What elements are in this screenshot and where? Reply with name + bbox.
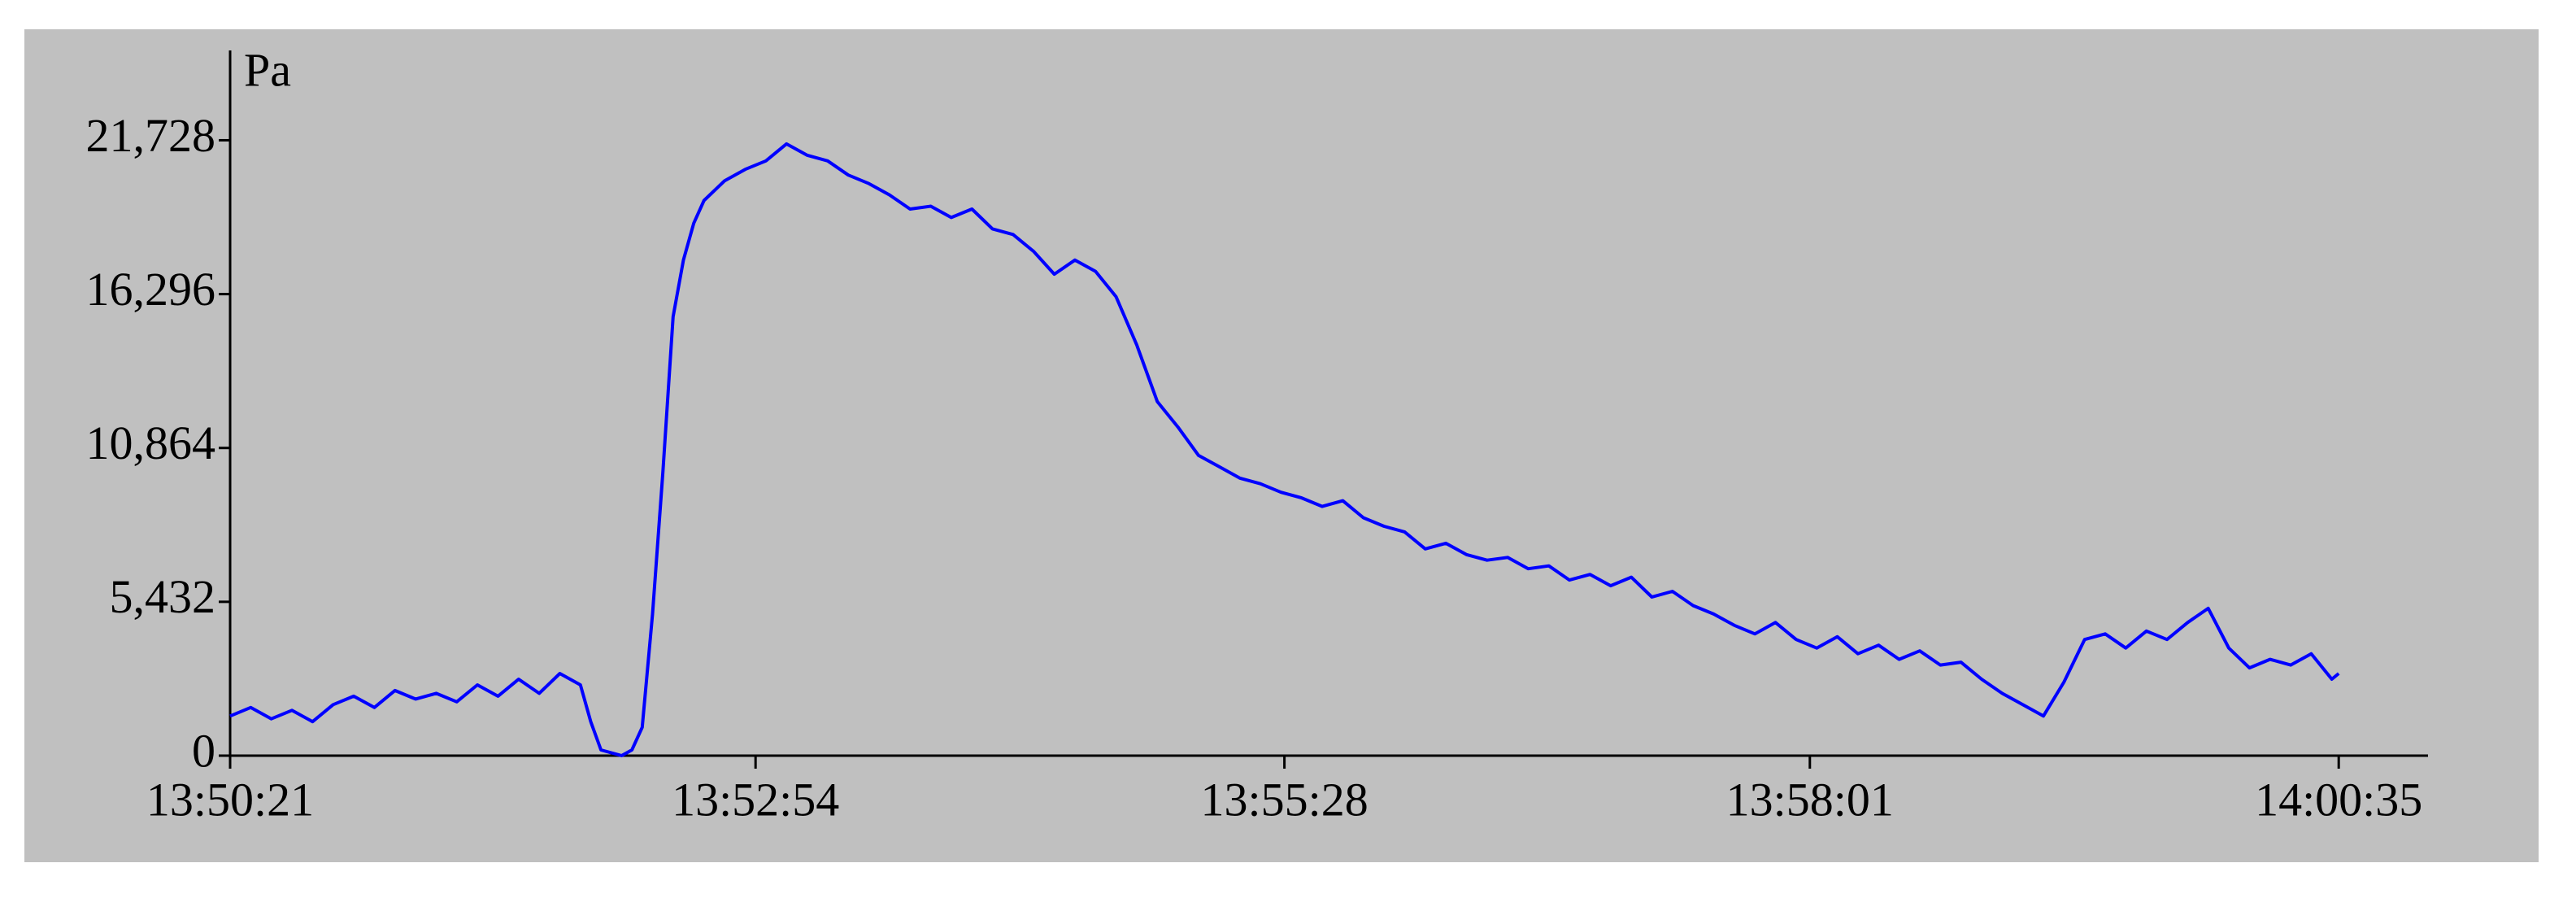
chart-background [24, 29, 2539, 862]
x-tick-label: 13:58:01 [1726, 773, 1894, 826]
y-tick-label: 5,432 [110, 570, 216, 623]
data-line [229, 142, 2340, 757]
y-tick-label: 0 [192, 724, 215, 777]
x-tick-label: 13:52:54 [672, 773, 839, 826]
y-tick-label: 10,864 [86, 416, 216, 469]
x-tick-label: 14:00:35 [2255, 773, 2422, 826]
x-tick-label: 13:55:28 [1200, 773, 1368, 826]
y-axis-label: Pa [244, 43, 291, 96]
y-tick-label: 21,728 [86, 109, 216, 162]
x-tick-label: 13:50:21 [146, 773, 314, 826]
y-tick-label: 16,296 [86, 263, 216, 316]
